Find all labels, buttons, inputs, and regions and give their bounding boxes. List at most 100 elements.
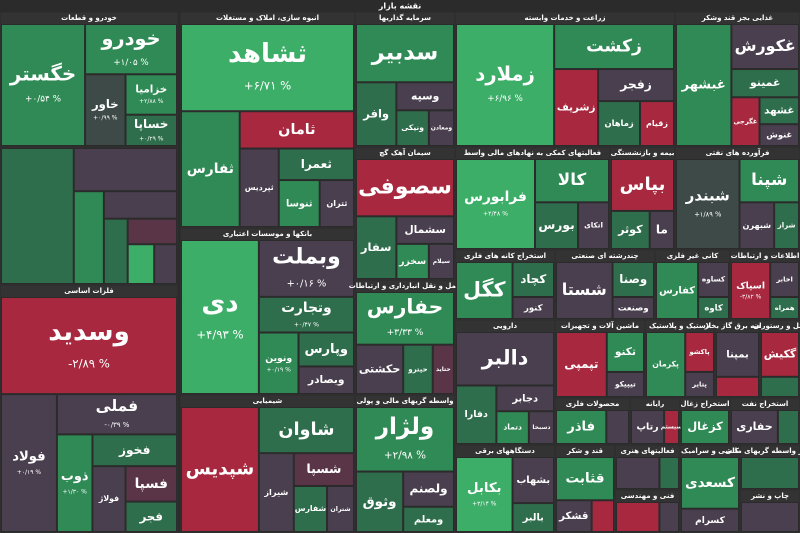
sector-title: فعالیتهای کمکی به نهادهای مالی واسط [464,149,602,157]
tile [716,332,759,377]
sector-title: سرمایه گذاریها [379,13,431,22]
tile-change: +۲/۹۸ % [384,449,426,461]
sector-title: اطلاعات و ارتباطات [731,252,800,260]
tile [125,114,178,146]
tile-name: دالبر [481,346,529,370]
tile-name: بالبر [522,513,544,524]
tile-name: پتایر [691,380,707,388]
tile-name: زفجر [619,78,652,92]
tile [356,471,404,532]
tile-name: شبندر [685,187,730,205]
tile-name: کاوه [704,304,722,314]
tile [103,218,128,284]
tile [456,24,555,146]
tile [181,111,240,227]
tile-change: +۳/۱۴ % [472,500,497,507]
tile-name: زقیام [646,119,668,128]
tile [554,69,599,146]
tile [739,159,799,203]
tile [698,297,730,320]
tile [327,485,354,533]
tile [512,503,555,532]
tile [761,376,799,397]
tile [239,111,355,149]
tile [676,24,732,146]
tile [396,243,429,279]
tile-name: دسبحا [532,424,550,431]
tile [528,411,554,444]
tile-name: فملی [96,397,139,415]
tile-name: غکورش [735,36,796,55]
tile-change: +۴/۹۳ % [196,328,243,342]
tile [554,24,674,70]
tile-name: اسپاک [736,280,765,291]
sector-title: استخراج زغال [681,400,730,408]
tile-name: پاکشو [688,348,710,356]
sector-title: واسطه گریهای مالی و پولی [357,396,454,405]
tile-name: بورس [538,218,574,232]
tile [56,434,93,532]
tile [181,407,259,532]
tile [278,180,320,227]
tile [649,210,674,249]
tile [356,344,404,395]
tile-name: غبشهر [681,78,726,93]
tile-name: ولصنم [410,482,448,497]
tile-name: فخوز [118,443,150,457]
tile-name: کوثر [617,223,643,236]
tile [85,24,177,75]
tile [681,457,739,509]
tile [664,410,679,444]
tile-name: ثامان [278,122,315,138]
tile-name: وبملت [272,244,341,269]
tile-name: وپارس [304,342,348,357]
tile-name: قشکر [558,511,588,522]
tile [556,500,592,533]
tile-name: اخابر [775,276,793,284]
tile [85,74,126,146]
tile-name: خزامیا [135,83,167,95]
sector-title: فعالیتهای هنری [620,447,675,455]
tile [396,216,454,244]
tile-name: شراز [777,221,796,230]
tile [606,410,629,444]
tile [356,82,397,146]
tile-name: شفارس [295,504,327,514]
tile [496,385,554,412]
tile-name: فجر [139,509,163,524]
tile-change: -۲/۸۹ % [68,356,110,370]
tile [239,148,279,227]
tile [428,110,455,147]
tile [181,240,259,394]
tile-name: وبصادر [307,374,345,386]
tile-name: وصنعت [618,304,649,314]
tile-change: +۰/۲۹ % [139,135,164,142]
tile-name: شیراز [263,487,288,498]
tile [356,24,454,83]
tile [731,410,778,444]
tile-name: فاذر [566,420,595,435]
tile-name: شسپا [306,461,341,476]
tile-name: حفاری [736,420,772,433]
sector-title: فنی و مهندسی [621,492,675,500]
sector-title: بیمه و بازنشستگی [611,148,675,157]
tile [356,292,454,345]
tile [578,202,610,250]
tile [685,332,715,372]
tile-change: +۲/۴۸ % [483,211,508,218]
tile-name: غمینو [749,76,780,89]
tile-name: خودرو [101,27,161,50]
tile [761,332,799,377]
tile [403,506,454,532]
tile [456,332,554,386]
tile-name: غگرجی [734,118,758,126]
tile [777,410,800,444]
tile [1,24,86,146]
tile [258,332,299,394]
tile [731,69,799,98]
tile-name: وصنا [619,272,647,287]
tile [759,97,800,125]
tile-name: دی [201,289,238,319]
tile-name: غشهد [764,105,794,117]
tile-name: ومعادن [431,125,453,132]
